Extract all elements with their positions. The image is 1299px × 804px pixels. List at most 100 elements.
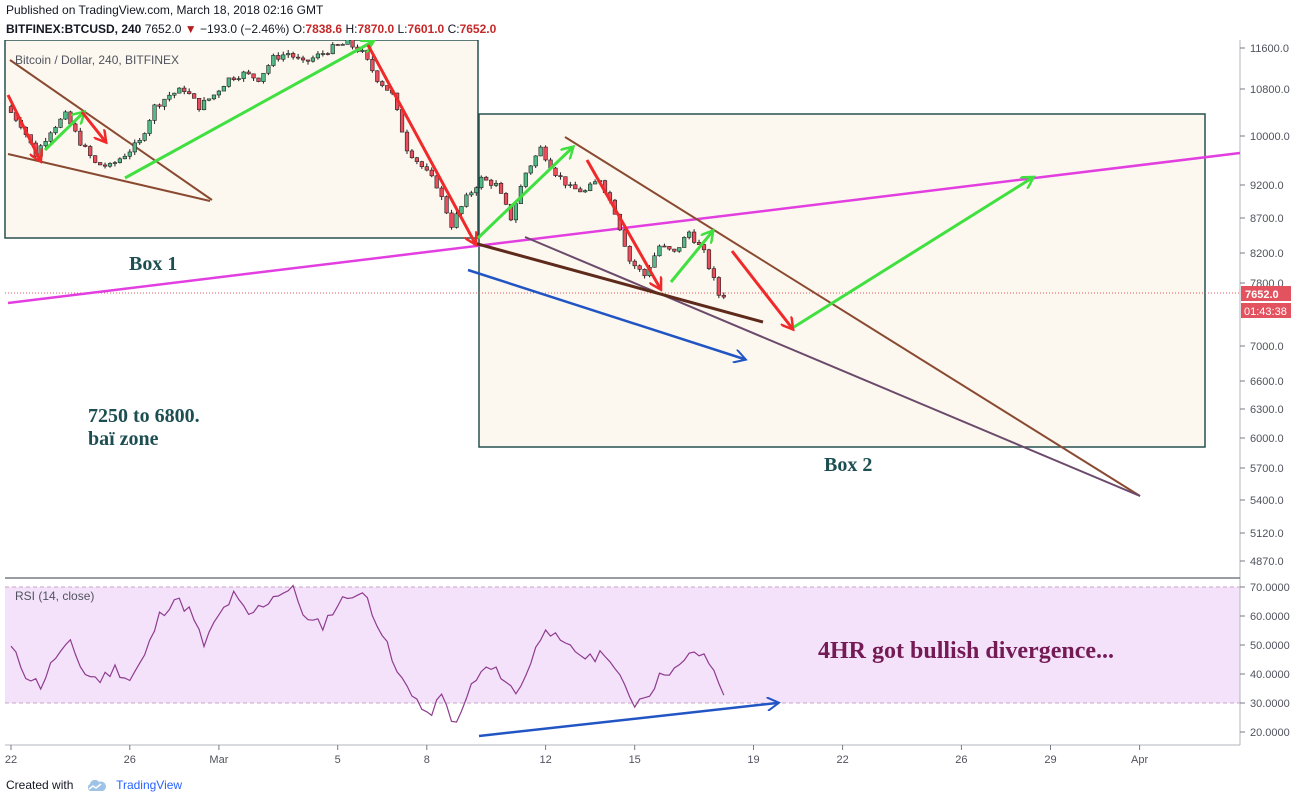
candle-down xyxy=(484,176,489,181)
candle-down xyxy=(419,161,424,167)
candle-down xyxy=(706,249,712,269)
candle-down xyxy=(444,196,449,214)
price-tick-label: 11600.0 xyxy=(1250,43,1289,55)
candle-down xyxy=(622,229,627,247)
rsi-axis[interactable]: 70.0000 60.0000 50.0000 40.0000 30.0000 20.00… xyxy=(1240,582,1290,739)
candle-down xyxy=(711,268,716,278)
time-tick-label: 12 xyxy=(539,754,551,766)
candle-down xyxy=(251,73,256,79)
price-change: −193.0 (−2.46%) xyxy=(199,22,290,36)
candle-up xyxy=(172,92,177,96)
candle-down xyxy=(325,53,330,55)
tradingview-cloud-icon xyxy=(87,779,106,791)
candle-down xyxy=(404,131,410,152)
high-value: 7870.0 xyxy=(357,22,395,36)
trendline-box1-upper[interactable] xyxy=(9,59,213,201)
candle-down xyxy=(192,93,197,99)
symbol-info-bar: BITFINEX:BTCUSD, 240 7652.0 ▼ −193.0 (−2… xyxy=(6,22,496,36)
trendline-descending-lower[interactable] xyxy=(524,236,1141,497)
box-1[interactable] xyxy=(4,40,479,239)
candle-down xyxy=(672,248,677,252)
price-tick-label: 8700.0 xyxy=(1250,213,1284,225)
candle-down xyxy=(553,167,558,176)
symbol-name: BITFINEX:BTCUSD, 240 xyxy=(6,22,142,36)
candle-down xyxy=(414,157,420,162)
candle-down xyxy=(508,203,514,221)
box-2[interactable] xyxy=(478,113,1206,448)
price-axis[interactable]: 11600.0 10800.0 10000.0 9200.0 8700.0 8200.0 7… xyxy=(1240,43,1290,568)
candle-up xyxy=(652,255,657,268)
last-price-tag-text: 7652.0 xyxy=(1245,289,1279,301)
created-with-text: Created with xyxy=(6,778,74,792)
candle-up xyxy=(127,151,132,157)
candle-down xyxy=(305,59,311,62)
candle-up xyxy=(53,127,58,134)
candle-up xyxy=(479,176,484,189)
rsi-tick-label: 20.0000 xyxy=(1250,727,1290,739)
candle-down xyxy=(563,176,568,186)
candle-up xyxy=(43,141,48,147)
candle-up xyxy=(360,49,365,52)
candle-up xyxy=(583,190,588,193)
candle-down xyxy=(721,294,726,298)
price-chart[interactable]: Bitcoin / Dollar, 240, BITFINEX RSI (14,… xyxy=(0,40,1299,770)
candle-down xyxy=(157,104,162,107)
candle-down xyxy=(197,97,202,111)
candle-down xyxy=(291,53,296,58)
candle-up xyxy=(142,133,147,141)
candle-up xyxy=(330,44,335,55)
candle-down xyxy=(88,146,93,156)
time-axis[interactable]: 22 26 Mar 5 8 12 15 19 22 26 29 Apr xyxy=(5,745,1149,766)
candle-up xyxy=(513,203,518,221)
candle-down xyxy=(98,162,103,166)
candle-up xyxy=(216,90,222,96)
candle-up xyxy=(241,71,246,79)
candle-up xyxy=(464,194,469,207)
time-tick-label: 8 xyxy=(424,754,430,766)
tradingview-link[interactable]: TradingView xyxy=(116,778,183,792)
price-tick-label: 8200.0 xyxy=(1250,248,1284,260)
rsi-tick-label: 30.0000 xyxy=(1250,698,1290,710)
price-tick-label: 5400.0 xyxy=(1250,495,1284,507)
candle-down xyxy=(543,146,548,161)
candle-up xyxy=(315,53,321,59)
trendline-descending-upper[interactable] xyxy=(564,136,1141,497)
candle-up xyxy=(592,181,598,185)
trendline-support[interactable] xyxy=(473,241,764,324)
rsi-tick-label: 70.0000 xyxy=(1250,582,1290,594)
close-value: 7652.0 xyxy=(459,22,497,36)
candle-up xyxy=(117,158,122,163)
low-label: L: xyxy=(397,22,408,36)
chart-title: Bitcoin / Dollar, 240, BITFINEX xyxy=(15,53,179,67)
candle-down xyxy=(83,144,88,147)
candle-up xyxy=(588,183,593,191)
low-value: 7601.0 xyxy=(407,22,445,36)
rsi-tick-label: 50.0000 xyxy=(1250,640,1290,652)
candle-down xyxy=(365,49,370,60)
price-tick-label: 6000.0 xyxy=(1250,433,1284,445)
price-tick-label: 9200.0 xyxy=(1250,180,1284,192)
time-tick-label: Mar xyxy=(209,754,228,766)
candle-down xyxy=(295,56,301,59)
box-2-label: Box 2 xyxy=(824,454,872,476)
candle-down xyxy=(498,182,504,194)
candle-down xyxy=(701,244,707,251)
countdown-tag xyxy=(1241,303,1291,318)
candle-up xyxy=(48,132,53,142)
candle-up xyxy=(167,94,172,100)
candle-up xyxy=(226,77,231,87)
candle-up xyxy=(137,140,142,144)
candle-down xyxy=(632,260,637,267)
price-tick-label: 5120.0 xyxy=(1250,528,1284,540)
open-label: O: xyxy=(292,22,306,36)
candle-down xyxy=(667,246,672,250)
candle-down xyxy=(627,246,632,262)
down-arrow-icon: ▼ xyxy=(184,22,197,36)
candle-up xyxy=(340,44,345,46)
high-label: H: xyxy=(345,22,358,36)
candle-up xyxy=(568,184,573,187)
footer: Created with TradingView xyxy=(6,778,182,792)
box-1-label: Box 1 xyxy=(129,253,177,275)
annotation-arrows xyxy=(6,42,1032,738)
candle-up xyxy=(454,213,459,228)
